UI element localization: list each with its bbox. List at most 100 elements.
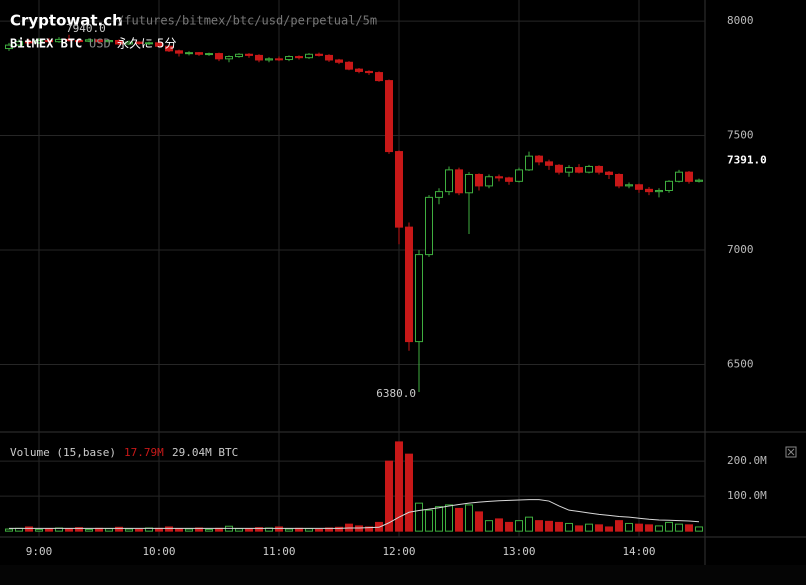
volume-bar [245, 528, 253, 532]
candle-body [165, 45, 173, 52]
volume-bar [435, 506, 443, 532]
candle-body [565, 167, 573, 173]
volume-bar [465, 504, 473, 532]
candle-body [315, 53, 323, 56]
candle-body [655, 189, 663, 193]
candle-body [525, 155, 533, 171]
volume-bar [575, 525, 583, 532]
x-tick-label: 14:00 [622, 545, 655, 558]
volume-bar [115, 526, 123, 532]
volume-bar [545, 520, 553, 532]
volume-bar [175, 528, 183, 532]
volume-bar [455, 507, 463, 532]
volume-bar [45, 528, 53, 532]
y-tick-label: 200.0M [727, 454, 767, 467]
candle-body [375, 72, 383, 82]
candle-body [255, 54, 263, 61]
volume-bar [235, 528, 243, 532]
candle-body [465, 173, 473, 194]
volume-bar [205, 528, 213, 532]
y-tick-label: 6500 [727, 357, 754, 370]
candle-body [675, 171, 683, 182]
x-tick-label: 10:00 [142, 545, 175, 558]
volume-sell: 17.79M [124, 446, 164, 459]
footer [0, 565, 806, 585]
candle-body [395, 151, 403, 228]
candle-body [305, 53, 313, 59]
volume-bar [595, 524, 603, 532]
path: /futures/bitmex/btc/usd/perpetual/5m [117, 14, 377, 28]
volume-bar [695, 526, 703, 532]
volume-bar [515, 520, 523, 532]
candle-body [535, 155, 543, 163]
market: BitMEX BTC [10, 37, 82, 51]
volume-bar [285, 528, 293, 532]
extreme-label: 6380.0 [376, 387, 416, 400]
volume-bar [185, 528, 193, 532]
volume-bar [65, 528, 73, 532]
x-tick-label: 12:00 [382, 545, 415, 558]
candle-body [125, 41, 133, 45]
volume-bar [445, 504, 453, 532]
candle-body [155, 42, 163, 47]
volume-bar [365, 526, 373, 532]
volume-bar [125, 528, 133, 532]
close-button[interactable] [785, 446, 797, 458]
close-icon[interactable] [787, 448, 795, 456]
candle-body [85, 39, 93, 42]
candle-body [45, 40, 53, 43]
x-tick-label: 13:00 [502, 545, 535, 558]
volume-bar [565, 522, 573, 532]
volume-bar [255, 527, 263, 532]
candle-body [175, 50, 183, 54]
volume-bar [535, 520, 543, 532]
candle-body [215, 53, 223, 60]
candle-body [505, 177, 513, 182]
volume-bar [555, 521, 563, 532]
candle-body [105, 40, 113, 43]
extreme-label: 7940.0 [66, 22, 106, 35]
volume-bar [485, 520, 493, 532]
x-tick-label: 9:00 [26, 545, 53, 558]
candle-body [635, 184, 643, 190]
volume-total: 29.04M BTC [172, 446, 238, 459]
candle-body [135, 41, 143, 45]
candle-body [445, 169, 453, 193]
candle-body [265, 58, 273, 61]
candle-body [385, 80, 393, 153]
candle-body [365, 70, 373, 74]
candle-body [575, 167, 583, 173]
volume-bar [305, 528, 313, 532]
candle-body [515, 169, 523, 182]
candle-body [585, 165, 593, 173]
candle-body [205, 53, 213, 56]
candle-body [185, 52, 193, 55]
volume-bar [75, 527, 83, 532]
candle-body [355, 68, 363, 72]
volume-bar [615, 520, 623, 532]
candle-body [65, 38, 73, 42]
volume-bar [385, 460, 393, 532]
candle-body [485, 176, 493, 187]
volume-bar [405, 453, 413, 532]
volume-bar [5, 528, 13, 532]
candle-body [475, 173, 483, 187]
y-tick-label: 7500 [727, 129, 754, 142]
volume-bar [355, 525, 363, 532]
volume-bar [685, 524, 693, 532]
volume-bar [605, 526, 613, 532]
candle-body [275, 58, 283, 61]
candle-body [605, 171, 613, 175]
x-tick-label: 11:00 [262, 545, 295, 558]
y-tick-label: 7000 [727, 243, 754, 256]
candle-body [455, 169, 463, 194]
header: Cryptowat.ch /futures/bitmex/btc/usd/per… [10, 12, 377, 51]
volume-bar [165, 526, 173, 532]
volume-bar [335, 526, 343, 532]
quote: USD [89, 37, 111, 51]
volume-title: Volume (15,base) [10, 446, 116, 459]
volume-bar [505, 521, 513, 532]
period: 永久に 5分 [117, 37, 176, 51]
site-title: Cryptowat.ch [10, 12, 123, 30]
